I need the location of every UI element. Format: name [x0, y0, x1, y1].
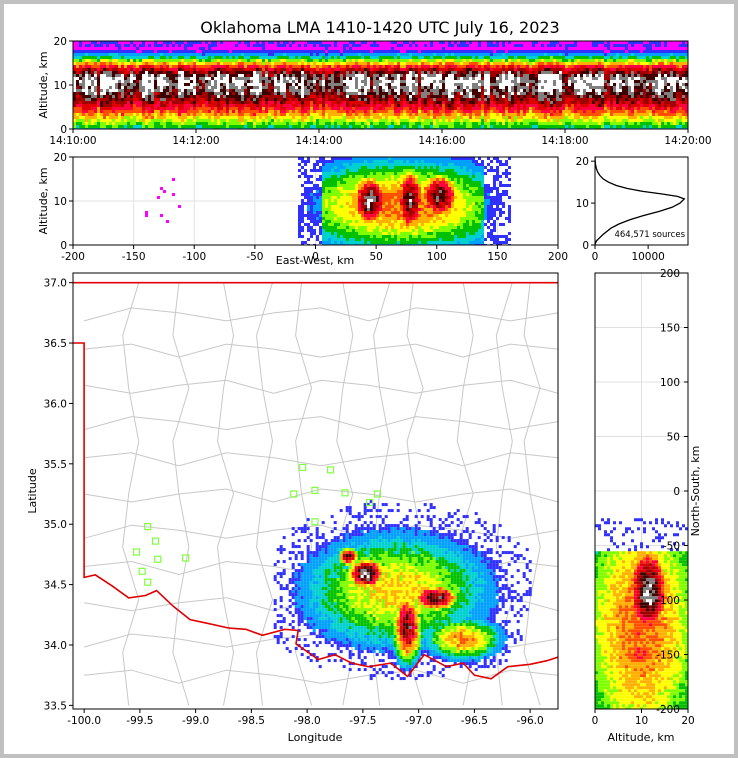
th-xtick-5: 14:20:00 — [664, 135, 711, 147]
ew-xtick-7: 150 — [487, 251, 507, 263]
histogram-frame — [594, 156, 689, 246]
plan-view-frame — [72, 272, 559, 710]
ns-xtick-2: 20 — [681, 715, 694, 727]
th-xtick-2: 14:14:00 — [295, 135, 342, 147]
map-ytick-0: 33.5 — [44, 700, 67, 712]
plan-view-map — [73, 281, 558, 706]
station-marker — [341, 489, 349, 497]
lma-stations — [132, 463, 381, 586]
station-marker — [144, 578, 152, 586]
ew-xtick-0: -200 — [61, 251, 85, 263]
map-xtick-8: -96.0 — [517, 715, 544, 727]
map-xtick-2: -99.0 — [182, 715, 209, 727]
map-xlabel: Longitude — [288, 731, 343, 744]
ns-ytick-6: 100 — [660, 377, 680, 389]
ew-ytick-1: 10 — [54, 196, 67, 208]
station-marker — [299, 463, 307, 472]
ns-ytick-0: -200 — [656, 704, 680, 716]
th-ytick-1: 10 — [54, 80, 67, 92]
th-xtick-0: 14:10:00 — [49, 135, 96, 147]
th-ytick-0: 0 — [60, 124, 67, 136]
station-marker — [365, 498, 374, 507]
th-ylabel: Altitude, km — [37, 51, 50, 118]
plan-view-cells — [273, 500, 532, 681]
ns-xtick-0: 0 — [592, 715, 599, 727]
lma-figure: Oklahoma LMA 1410-1420 UTC July 16, 2023… — [26, 18, 712, 744]
th-xtick-3: 14:16:00 — [418, 135, 465, 147]
hist-xtick-0: 0 — [592, 251, 599, 263]
ew-ylabel: Altitude, km — [37, 167, 50, 234]
map-xtick-1: -99.5 — [126, 715, 153, 727]
map-ytick-4: 35.5 — [44, 459, 67, 471]
time-height-cells — [73, 41, 688, 129]
ns-xlabel: Altitude, km — [607, 731, 674, 744]
ew-ytick-0: 0 — [60, 240, 67, 252]
figure-frame: Oklahoma LMA 1410-1420 UTC July 16, 2023… — [4, 4, 734, 754]
map-ytick-3: 35.0 — [44, 519, 67, 531]
ew-xtick-8: 200 — [548, 251, 568, 263]
map-xtick-4: -98.0 — [294, 715, 321, 727]
ew-xtick-1: -150 — [122, 251, 146, 263]
station-marker — [326, 466, 335, 474]
map-xtick-6: -97.0 — [405, 715, 432, 727]
altitude-histogram-plot — [595, 157, 686, 245]
altitude-histogram-line — [595, 157, 686, 245]
hist-ytick-2: 20 — [576, 156, 589, 168]
ew-xtick-3: -50 — [246, 251, 263, 263]
map-ylabel: Latitude — [26, 468, 39, 514]
station-marker — [154, 555, 162, 563]
ns-ytick-4: 0 — [673, 486, 680, 498]
altitude-ns-cells — [595, 518, 688, 709]
ew-xtick-2: -100 — [182, 251, 206, 263]
figure-title: Oklahoma LMA 1410-1420 UTC July 16, 2023 — [200, 18, 559, 37]
station-marker — [138, 567, 146, 575]
map-xtick-5: -97.5 — [349, 715, 376, 727]
hist-ytick-1: 10 — [576, 198, 589, 210]
map-ytick-1: 34.0 — [44, 640, 67, 652]
ew-altitude-cells — [145, 157, 511, 245]
histogram-annotation: 464,571 sources — [614, 230, 685, 240]
ew-xtick-5: 50 — [369, 251, 382, 263]
station-marker — [290, 490, 298, 498]
state-border — [73, 281, 558, 680]
station-marker — [132, 548, 141, 556]
map-ytick-2: 34.5 — [44, 580, 67, 592]
ew-xtick-4: 0 — [312, 251, 319, 263]
station-marker — [151, 537, 160, 545]
ns-ylabel: North-South, km — [689, 446, 702, 537]
th-xtick-4: 14:18:00 — [541, 135, 588, 147]
axis-ticks: 14:10:00 14:12:00 14:14:00 14:16:00 14:18:00… — [44, 36, 712, 727]
ew-xlabel: East-West, km — [276, 254, 354, 267]
th-xtick-1: 14:12:00 — [172, 135, 219, 147]
hist-xtick-1: 10000 — [631, 251, 664, 263]
ns-xtick-1: 10 — [635, 715, 648, 727]
ew-ytick-2: 20 — [54, 152, 67, 164]
ns-ytick-8: 200 — [660, 268, 680, 280]
station-marker — [144, 523, 152, 531]
ns-ytick-7: 150 — [660, 323, 680, 335]
ew-altitude-density — [73, 157, 558, 245]
altitude-ns-density — [595, 273, 688, 709]
station-marker — [373, 490, 381, 498]
ns-ytick-1: -150 — [656, 650, 680, 662]
map-xtick-3: -98.5 — [238, 715, 265, 727]
ew-xtick-6: 100 — [427, 251, 447, 263]
hist-ytick-0: 0 — [582, 240, 589, 252]
station-marker — [182, 554, 190, 562]
map-xtick-0: -100.0 — [67, 715, 101, 727]
ns-ytick-2: -100 — [656, 595, 680, 607]
ns-ytick-3: -50 — [663, 541, 680, 553]
ns-ytick-5: 50 — [667, 432, 680, 444]
map-ytick-6: 36.5 — [44, 338, 67, 350]
map-xtick-7: -96.5 — [461, 715, 488, 727]
th-ytick-2: 20 — [54, 36, 67, 48]
time-height-density — [73, 41, 688, 129]
station-marker — [311, 518, 319, 526]
map-ytick-7: 37.0 — [44, 278, 67, 290]
map-ytick-5: 36.0 — [44, 398, 67, 410]
station-marker — [311, 486, 319, 494]
